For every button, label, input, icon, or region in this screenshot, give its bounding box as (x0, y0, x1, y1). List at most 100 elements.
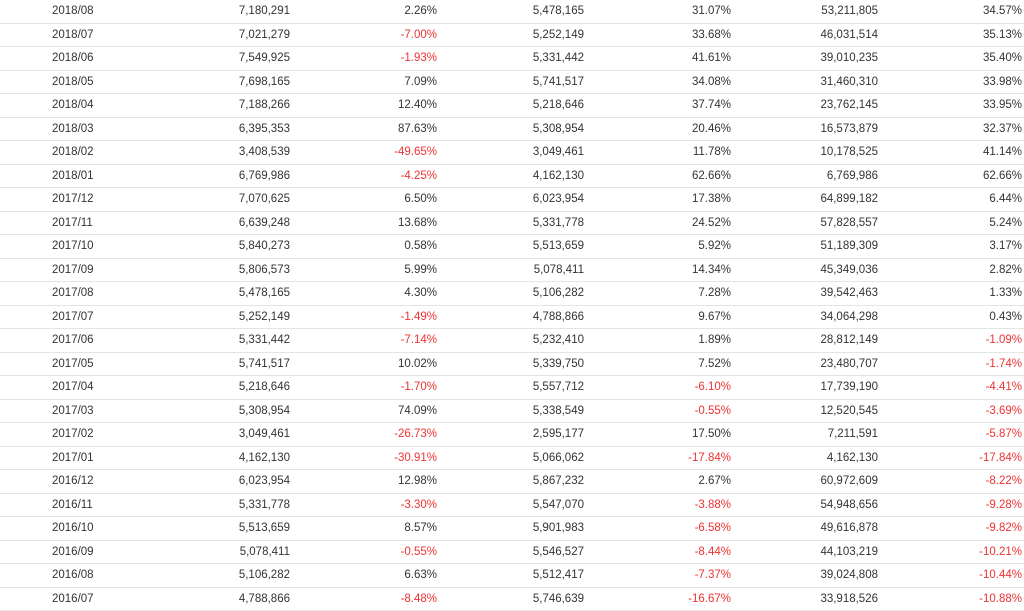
change-cell-1: -1.49% (290, 305, 437, 329)
change-cell-1: -3.30% (290, 493, 437, 517)
change-cell-2: 62.66% (584, 164, 731, 188)
value-cell-3: 64,899,182 (731, 187, 878, 212)
table-row: 2016/11 5,331,778 -3.30% 5,547,070 -3.88% 54,… (0, 493, 1024, 517)
change-cell-3: -3.69% (878, 399, 1024, 423)
change-cell-1: -30.91% (290, 446, 437, 470)
value-cell-1: 6,395,353 (147, 117, 290, 141)
change-cell-3: -1.74% (878, 352, 1024, 376)
value-cell-2: 5,867,232 (437, 469, 584, 494)
month-cell: 2017/05 (0, 352, 147, 376)
change-cell-3: 41.14% (878, 140, 1024, 165)
value-cell-2: 5,331,778 (437, 211, 584, 235)
change-cell-2: 17.38% (584, 187, 731, 212)
month-cell: 2017/12 (0, 187, 147, 212)
value-cell-3: 33,918,526 (731, 587, 878, 611)
table-row: 2017/08 5,478,165 4.30% 5,106,282 7.28% 39,54… (0, 281, 1024, 306)
change-cell-3: 35.40% (878, 46, 1024, 71)
value-cell-3: 6,769,986 (731, 164, 878, 188)
change-cell-1: -4.25% (290, 164, 437, 188)
change-cell-1: 8.57% (290, 516, 437, 541)
month-cell: 2018/02 (0, 140, 147, 165)
value-cell-3: 7,211,591 (731, 422, 878, 447)
value-cell-2: 4,788,866 (437, 305, 584, 329)
value-cell-2: 5,066,062 (437, 446, 584, 470)
change-cell-2: 20.46% (584, 117, 731, 141)
value-cell-3: 46,031,514 (731, 23, 878, 47)
month-cell: 2018/06 (0, 46, 147, 71)
value-cell-1: 4,162,130 (147, 446, 290, 470)
change-cell-3: 2.82% (878, 258, 1024, 282)
value-cell-2: 4,162,130 (437, 164, 584, 188)
month-cell: 2017/11 (0, 211, 147, 235)
value-cell-1: 7,180,291 (147, 0, 290, 24)
month-cell: 2017/02 (0, 422, 147, 447)
month-cell: 2018/03 (0, 117, 147, 141)
change-cell-3: -10.44% (878, 563, 1024, 588)
value-cell-2: 5,218,646 (437, 93, 584, 118)
value-cell-1: 5,218,646 (147, 375, 290, 400)
month-cell: 2016/11 (0, 493, 147, 517)
value-cell-3: 49,616,878 (731, 516, 878, 541)
table-row: 2018/01 6,769,986 -4.25% 4,162,130 62.66% 6,7… (0, 164, 1024, 188)
value-cell-2: 5,746,639 (437, 587, 584, 611)
change-cell-1: -8.48% (290, 587, 437, 611)
value-cell-1: 5,078,411 (147, 540, 290, 564)
value-cell-1: 5,513,659 (147, 516, 290, 541)
value-cell-1: 7,070,625 (147, 187, 290, 212)
change-cell-2: 37.74% (584, 93, 731, 118)
month-cell: 2018/01 (0, 164, 147, 188)
month-cell: 2017/06 (0, 328, 147, 353)
value-cell-2: 5,546,527 (437, 540, 584, 564)
table-row: 2017/06 5,331,442 -7.14% 5,232,410 1.89% 28,8… (0, 328, 1024, 353)
value-cell-3: 12,520,545 (731, 399, 878, 423)
value-cell-1: 5,331,778 (147, 493, 290, 517)
table-row: 2017/09 5,806,573 5.99% 5,078,411 14.34% 45,3… (0, 258, 1024, 282)
change-cell-1: 12.40% (290, 93, 437, 118)
change-cell-2: 34.08% (584, 70, 731, 94)
table-row: 2017/03 5,308,954 74.09% 5,338,549 -0.55% 12,… (0, 399, 1024, 423)
table-row: 2016/10 5,513,659 8.57% 5,901,983 -6.58% 49,6… (0, 516, 1024, 541)
value-cell-2: 2,595,177 (437, 422, 584, 447)
month-cell: 2017/04 (0, 375, 147, 400)
change-cell-2: -8.44% (584, 540, 731, 564)
value-cell-1: 5,308,954 (147, 399, 290, 423)
table-row: 2016/12 6,023,954 12.98% 5,867,232 2.67% 60,9… (0, 469, 1024, 494)
month-cell: 2018/04 (0, 93, 147, 118)
value-cell-1: 3,049,461 (147, 422, 290, 447)
value-cell-2: 5,308,954 (437, 117, 584, 141)
value-cell-1: 5,840,273 (147, 234, 290, 259)
table-row: 2018/08 7,180,291 2.26% 5,478,165 31.07% 53,2… (0, 0, 1024, 24)
value-cell-1: 7,188,266 (147, 93, 290, 118)
value-cell-2: 5,338,549 (437, 399, 584, 423)
change-cell-2: 1.89% (584, 328, 731, 353)
change-cell-3: -4.41% (878, 375, 1024, 400)
value-cell-3: 10,178,525 (731, 140, 878, 165)
change-cell-3: -9.82% (878, 516, 1024, 541)
table-row: 2017/07 5,252,149 -1.49% 4,788,866 9.67% 34,0… (0, 305, 1024, 329)
change-cell-1: -49.65% (290, 140, 437, 165)
value-cell-2: 5,106,282 (437, 281, 584, 306)
table-row: 2018/04 7,188,266 12.40% 5,218,646 37.74% 23,… (0, 93, 1024, 118)
change-cell-3: -10.88% (878, 587, 1024, 611)
change-cell-2: -6.10% (584, 375, 731, 400)
change-cell-1: 2.26% (290, 0, 437, 24)
change-cell-3: -9.28% (878, 493, 1024, 517)
change-cell-3: -8.22% (878, 469, 1024, 494)
value-cell-1: 6,639,248 (147, 211, 290, 235)
table-row: 2016/08 5,106,282 6.63% 5,512,417 -7.37% 39,0… (0, 563, 1024, 588)
change-cell-2: 7.52% (584, 352, 731, 376)
value-cell-1: 7,698,165 (147, 70, 290, 94)
change-cell-3: -1.09% (878, 328, 1024, 353)
table-row: 2018/06 7,549,925 -1.93% 5,331,442 41.61% 39,… (0, 46, 1024, 71)
month-cell: 2017/07 (0, 305, 147, 329)
change-cell-3: 6.44% (878, 187, 1024, 212)
change-cell-1: 6.63% (290, 563, 437, 588)
month-cell: 2017/03 (0, 399, 147, 423)
change-cell-2: -3.88% (584, 493, 731, 517)
change-cell-3: 35.13% (878, 23, 1024, 47)
change-cell-3: 62.66% (878, 164, 1024, 188)
value-cell-1: 4,788,866 (147, 587, 290, 611)
change-cell-1: 0.58% (290, 234, 437, 259)
